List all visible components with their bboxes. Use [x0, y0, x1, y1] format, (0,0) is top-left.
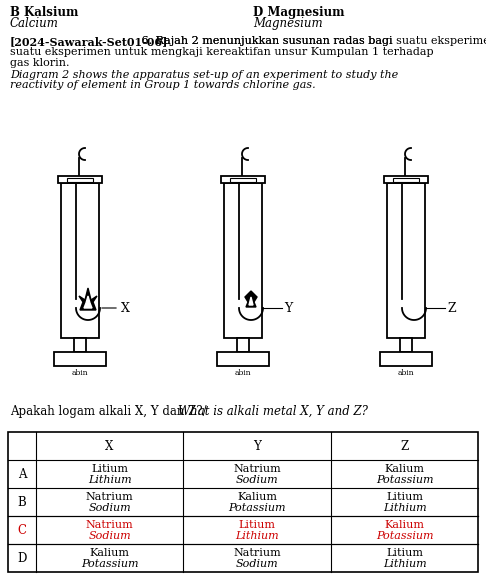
Text: Kalium: Kalium [89, 548, 129, 558]
Text: A: A [18, 467, 26, 481]
Bar [221, 176, 265, 183]
Text: C: C [17, 524, 27, 537]
Polygon shape [84, 296, 92, 308]
Text: abin: abin [398, 369, 414, 377]
Text: Potassium: Potassium [376, 531, 433, 541]
Bar [384, 176, 428, 183]
Bar [380, 352, 432, 366]
Text: Y: Y [284, 302, 292, 315]
Bar [217, 352, 269, 366]
Text: Natrium: Natrium [86, 492, 133, 502]
Bar [8, 516, 478, 544]
Polygon shape [249, 297, 253, 305]
Text: Z: Z [447, 302, 456, 315]
Text: 6. Rajah 2 menunjukkan susunan radas bagi suatu eksperimen untuk mengkaji kereak: 6. Rajah 2 menunjukkan susunan radas bag… [138, 36, 486, 46]
Polygon shape [245, 291, 257, 307]
Text: X: X [121, 302, 130, 315]
Text: Lithium: Lithium [235, 531, 279, 541]
Bar [74, 338, 86, 352]
Text: What is alkali metal X, Y and Z?: What is alkali metal X, Y and Z? [178, 405, 368, 418]
Text: suatu eksperimen untuk mengkaji kereaktifan unsur Kumpulan 1 terhadap: suatu eksperimen untuk mengkaji kereakti… [10, 47, 434, 57]
Text: D Magnesium: D Magnesium [253, 6, 345, 19]
Text: [2024-Sawarak-Set01-06]: [2024-Sawarak-Set01-06] [10, 36, 168, 47]
Text: Kalium: Kalium [237, 492, 277, 502]
Text: Litium: Litium [91, 464, 128, 474]
Polygon shape [79, 288, 97, 310]
Text: Litium: Litium [386, 548, 423, 558]
Bar [400, 338, 412, 352]
Text: Natrium: Natrium [233, 548, 281, 558]
Text: reactivity of element in Group 1 towards chlorine gas.: reactivity of element in Group 1 towards… [10, 80, 315, 90]
Text: Lithium: Lithium [382, 503, 426, 513]
Text: D: D [17, 552, 27, 565]
Bar [224, 183, 262, 338]
Text: Sodium: Sodium [88, 503, 131, 513]
Text: B Kalsium: B Kalsium [10, 6, 78, 19]
Bar [8, 432, 478, 572]
Text: Potassium: Potassium [376, 475, 433, 485]
Bar [54, 352, 106, 366]
Bar [67, 177, 93, 181]
Text: Diagram 2 shows the apparatus set-up of an experiment to study the: Diagram 2 shows the apparatus set-up of … [10, 70, 398, 80]
Text: Potassium: Potassium [228, 503, 286, 513]
Bar [58, 176, 102, 183]
Text: Sodium: Sodium [236, 475, 278, 485]
Bar [237, 338, 249, 352]
Text: X: X [105, 440, 114, 453]
Text: Magnesium: Magnesium [253, 17, 323, 30]
Text: Potassium: Potassium [81, 559, 138, 569]
Bar [230, 177, 256, 181]
Text: Apakah logam alkali X, Y dan Z?/: Apakah logam alkali X, Y dan Z?/ [10, 405, 210, 418]
Text: Litium: Litium [386, 492, 423, 502]
Text: Natrium: Natrium [86, 520, 133, 530]
Text: Lithium: Lithium [382, 559, 426, 569]
Text: Y: Y [253, 440, 261, 453]
Text: 6. Rajah 2 menunjukkan susunan radas bagi: 6. Rajah 2 menunjukkan susunan radas bag… [138, 36, 392, 46]
Text: gas klorin.: gas klorin. [10, 58, 69, 68]
Bar [387, 183, 425, 338]
Text: Calcium: Calcium [10, 17, 59, 30]
Text: abin: abin [72, 369, 88, 377]
Bar [61, 183, 99, 338]
Text: abin: abin [235, 369, 251, 377]
Text: Lithium: Lithium [87, 475, 131, 485]
Text: B: B [17, 495, 26, 508]
Text: Z: Z [400, 440, 409, 453]
Text: Kalium: Kalium [384, 520, 424, 530]
Text: Natrium: Natrium [233, 464, 281, 474]
Text: Litium: Litium [239, 520, 276, 530]
Text: Sodium: Sodium [236, 559, 278, 569]
Text: Kalium: Kalium [384, 464, 424, 474]
Bar [393, 177, 419, 181]
Text: Sodium: Sodium [88, 531, 131, 541]
